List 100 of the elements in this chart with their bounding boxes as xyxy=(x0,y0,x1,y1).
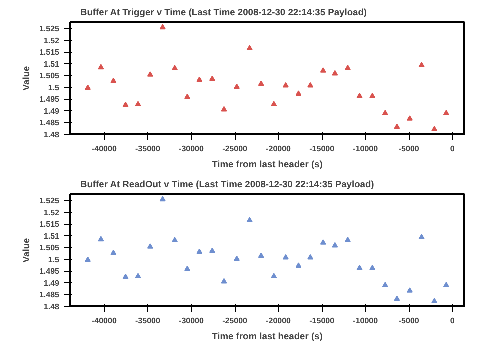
point xyxy=(271,273,278,279)
point xyxy=(443,282,450,288)
point xyxy=(85,256,92,262)
x-tick-label: -15000 xyxy=(310,316,336,326)
y-tick-label: 1.505 xyxy=(39,72,60,81)
point xyxy=(406,116,413,121)
point xyxy=(258,80,264,86)
y-tick-label: 1.495 xyxy=(39,267,60,276)
point xyxy=(147,72,154,77)
point xyxy=(382,282,388,288)
point xyxy=(98,64,104,70)
point xyxy=(122,102,129,108)
point xyxy=(432,298,438,304)
point xyxy=(160,24,166,30)
point xyxy=(370,92,376,98)
point xyxy=(418,234,425,240)
chart-title: Buffer At ReadOut v Time (Last Time 2008-12-30 22:14:35 Payload) xyxy=(80,180,374,190)
point xyxy=(308,254,314,260)
x-tick-label: -20000 xyxy=(266,316,292,326)
point xyxy=(258,252,264,258)
x-tick-label: 0 xyxy=(450,144,456,154)
y-axis-title: Value xyxy=(21,66,32,91)
point xyxy=(332,242,338,248)
x-tick-label: -40000 xyxy=(92,144,118,154)
x-tick-label: -25000 xyxy=(222,316,248,326)
chart-title: Buffer At Trigger v Time (Last Time 2008-12-30 22:14:35 Payload) xyxy=(80,8,368,18)
point xyxy=(135,273,142,279)
y-tick-label: 1.52 xyxy=(44,208,60,218)
point xyxy=(332,70,338,76)
x-tick-label: -35000 xyxy=(136,144,161,154)
point xyxy=(382,110,388,116)
x-tick-label: -10000 xyxy=(353,316,379,326)
x-tick-label: 0 xyxy=(450,316,456,326)
point xyxy=(85,84,92,90)
y-tick-label: 1.48 xyxy=(44,302,60,312)
point xyxy=(184,266,190,272)
y-tick-label: 1.525 xyxy=(39,196,60,206)
point xyxy=(320,68,326,73)
point xyxy=(172,237,178,243)
point xyxy=(394,296,400,302)
y-tick-label: 1.52 xyxy=(44,36,60,46)
point xyxy=(147,244,154,249)
point xyxy=(370,264,376,270)
point xyxy=(172,65,178,71)
x-tick-label: -10000 xyxy=(353,144,379,154)
point xyxy=(356,92,363,98)
y-tick-label: 1.51 xyxy=(44,60,60,69)
point xyxy=(110,250,117,256)
point xyxy=(135,101,142,107)
point xyxy=(221,106,228,112)
point xyxy=(418,62,425,68)
y-axis-title: Value xyxy=(21,238,32,263)
point xyxy=(432,126,438,132)
point xyxy=(246,217,253,223)
point xyxy=(394,124,400,130)
point xyxy=(282,82,289,88)
point xyxy=(246,45,253,51)
y-tick-label: 1.5 xyxy=(48,255,60,264)
y-tick-label: 1.49 xyxy=(44,106,60,116)
point xyxy=(98,236,104,242)
x-tick-label: -15000 xyxy=(310,144,336,154)
point xyxy=(320,240,326,245)
x-tick-label: -20000 xyxy=(266,144,292,154)
point xyxy=(234,84,240,90)
point xyxy=(110,78,117,84)
point xyxy=(271,101,278,107)
y-tick-label: 1.515 xyxy=(39,220,60,230)
x-tick-label: -5000 xyxy=(398,144,420,154)
point xyxy=(122,274,129,280)
x-tick-label: -5000 xyxy=(398,316,420,326)
x-tick-label: -25000 xyxy=(222,144,248,154)
y-tick-label: 1.5 xyxy=(48,83,60,92)
point xyxy=(344,64,351,70)
x-axis-title: Time from last header (s) xyxy=(212,160,323,170)
x-axis-title: Time from last header (s) xyxy=(212,332,323,342)
point xyxy=(196,76,203,82)
y-tick-label: 1.515 xyxy=(39,48,60,58)
x-tick-label: -30000 xyxy=(179,144,205,154)
point xyxy=(221,278,228,284)
x-tick-label: -40000 xyxy=(92,316,118,326)
point xyxy=(234,256,240,262)
y-tick-label: 1.485 xyxy=(39,290,60,300)
point xyxy=(344,236,351,242)
point xyxy=(160,196,166,202)
y-tick-label: 1.495 xyxy=(39,95,60,104)
point xyxy=(308,82,314,88)
point xyxy=(406,288,413,293)
point xyxy=(296,90,302,96)
y-tick-label: 1.51 xyxy=(44,232,60,241)
point xyxy=(209,76,216,82)
y-tick-label: 1.485 xyxy=(39,118,60,128)
x-tick-label: -35000 xyxy=(136,316,161,326)
y-tick-label: 1.49 xyxy=(44,278,60,288)
x-tick-label: -30000 xyxy=(179,316,205,326)
point xyxy=(184,94,190,100)
point xyxy=(196,248,203,254)
y-tick-label: 1.48 xyxy=(44,130,60,140)
point xyxy=(296,262,302,268)
y-tick-label: 1.525 xyxy=(39,24,60,34)
point xyxy=(356,264,363,270)
